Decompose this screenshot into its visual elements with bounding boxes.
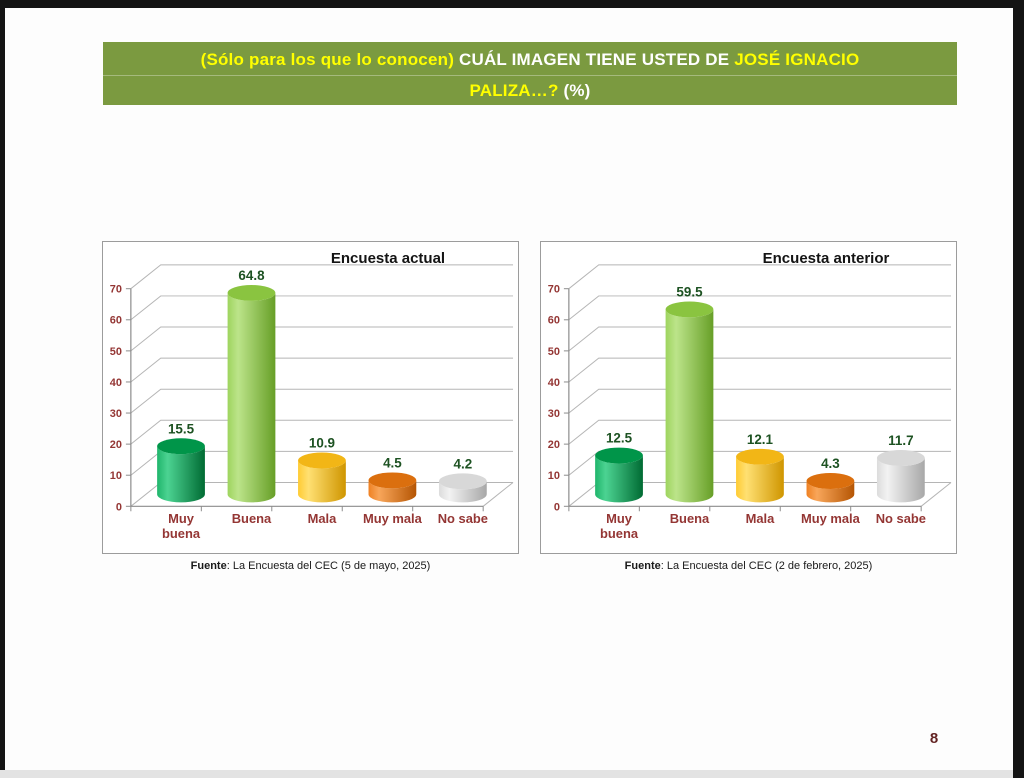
chart-title-actual: Encuesta actual (330, 250, 446, 267)
source-label: Fuente (190, 560, 227, 572)
bar-body-muy-buena (595, 455, 643, 503)
bar-body-muy-buena (157, 446, 205, 503)
category-label-no-sabe: No sabe (876, 511, 926, 526)
frame-left-strip (0, 0, 5, 770)
bar-body-no-sabe (438, 481, 487, 503)
gridline (568, 357, 952, 383)
bar-top-muy-mala (806, 473, 855, 489)
bar-body-mala (736, 456, 784, 503)
chart-panel-encuesta-anterior: 0 10 20 30 40 50 60 70 12.5 59.5 12.1 4.3 11.7 Muy bue… (540, 241, 957, 554)
category-label-muy-mala: Muy mala (801, 511, 861, 526)
category-label-no-sabe: No sabe (438, 511, 488, 526)
y-tick-label: 10 (110, 470, 122, 482)
frame-bottom-strip (0, 770, 1013, 778)
bar-top-buena (665, 301, 714, 318)
y-tick-label: 70 (110, 284, 122, 296)
source-note-anterior: Fuente: La Encuesta del CEC (2 de febrer… (540, 560, 957, 572)
gridline (130, 357, 514, 383)
gridline (568, 326, 952, 352)
y-tick-label: 30 (110, 408, 122, 420)
gridline (568, 264, 952, 290)
category-label-buena: Buena (670, 511, 710, 526)
source-label: Fuente (624, 560, 661, 572)
bar-top-buena (227, 284, 276, 301)
bar-body-buena (665, 309, 714, 503)
bar-value-label-muy-buena: 12.5 (606, 431, 633, 446)
bar-top-mala (736, 448, 784, 465)
category-label-buena: Buena (232, 511, 272, 526)
y-tick-label: 70 (548, 284, 560, 296)
bar-value-label-mala: 10.9 (309, 436, 335, 451)
y-tick-label: 30 (548, 408, 560, 420)
category-label-muy-buena: buena (600, 526, 639, 541)
category-label-mala: Mala (308, 511, 338, 526)
chart-title-anterior: Encuesta anterior (762, 250, 890, 267)
title-person-name: JOSÉ IGNACIO (734, 49, 860, 69)
bar-top-muy-buena (157, 438, 205, 455)
gridline (568, 388, 952, 414)
y-tick-label: 20 (548, 439, 560, 451)
source-text: : La Encuesta del CEC (5 de mayo, 2025) (226, 560, 431, 572)
bar-chart-anterior-svg: 0 10 20 30 40 50 60 70 12.5 59.5 12.1 4.3 11.7 Muybue… (548, 264, 952, 541)
frame-right-strip (1013, 0, 1024, 778)
bar-body-no-sabe (876, 458, 925, 503)
bar-body-buena (227, 292, 276, 503)
title-condition-text: (Sólo para los que lo conocen) (200, 49, 459, 69)
bar-chart-actual-svg: 0 10 20 30 40 50 60 70 15.5 64.8 10.9 4.5 4.2 Muybuen… (110, 264, 514, 541)
floor-right-edge (482, 482, 514, 507)
title-person-surname: PALIZA…? (469, 80, 564, 100)
y-tick-label: 0 (116, 501, 122, 513)
bar-top-muy-buena (595, 447, 643, 464)
gridline (130, 264, 514, 290)
bar-value-label-no-sabe: 11.7 (888, 433, 913, 448)
category-label-muy-mala: Muy mala (363, 511, 423, 526)
category-label-muy-buena: Muy (168, 511, 195, 526)
slide-title-banner: (Sólo para los que lo conocen) CUÁL IMAG… (103, 42, 957, 105)
bar-body-muy-mala (806, 481, 855, 503)
bar-top-no-sabe (438, 473, 487, 490)
page-number: 8 (929, 730, 939, 747)
gridline (130, 419, 514, 445)
category-label-muy-buena: Muy (606, 511, 633, 526)
bar-top-no-sabe (876, 450, 925, 466)
bar-value-label-mala: 12.1 (747, 432, 774, 447)
bar-value-label-muy-mala: 4.5 (383, 455, 402, 470)
gridline (568, 419, 952, 445)
bar-value-label-buena: 64.8 (238, 268, 265, 283)
y-tick-label: 0 (554, 501, 560, 513)
category-label-muy-buena: buena (162, 526, 201, 541)
bar-top-mala (298, 452, 346, 469)
floor-right-edge (920, 482, 952, 507)
y-tick-label: 50 (110, 346, 122, 358)
slide-title-line2: PALIZA…? (%) (103, 76, 957, 105)
bar-value-label-no-sabe: 4.2 (454, 456, 473, 471)
title-question-text: CUÁL IMAGEN TIENE USTED DE (458, 49, 735, 69)
gridline (130, 388, 514, 414)
y-tick-label: 60 (110, 315, 122, 327)
bar-value-label-muy-buena: 15.5 (168, 421, 195, 436)
y-tick-label: 40 (110, 377, 122, 389)
gridline (568, 295, 952, 321)
bar-body-mala (298, 460, 346, 503)
bar-value-label-muy-mala: 4.3 (821, 456, 840, 471)
chart-panel-encuesta-actual: 0 10 20 30 40 50 60 70 15.5 64.8 10.9 4.5 4.2 Muy buen… (102, 241, 519, 554)
gridline (130, 326, 514, 352)
bar-value-label-buena: 59.5 (676, 285, 703, 300)
source-note-actual: Fuente: La Encuesta del CEC (5 de mayo, … (102, 560, 519, 572)
category-label-mala: Mala (746, 511, 776, 526)
y-tick-label: 20 (110, 439, 122, 451)
frame-top-strip (0, 0, 1024, 8)
gridline (130, 295, 514, 321)
bar-top-muy-mala (368, 472, 417, 489)
y-tick-label: 50 (548, 346, 560, 358)
slide-title-line1: (Sólo para los que lo conocen) CUÁL IMAG… (103, 43, 957, 76)
y-tick-label: 40 (548, 377, 560, 389)
y-tick-label: 60 (548, 315, 560, 327)
title-percent-unit: (%) (563, 80, 591, 100)
bar-body-muy-mala (368, 480, 417, 503)
source-text: : La Encuesta del CEC (2 de febrero, 202… (660, 560, 873, 572)
y-tick-label: 10 (548, 470, 560, 482)
